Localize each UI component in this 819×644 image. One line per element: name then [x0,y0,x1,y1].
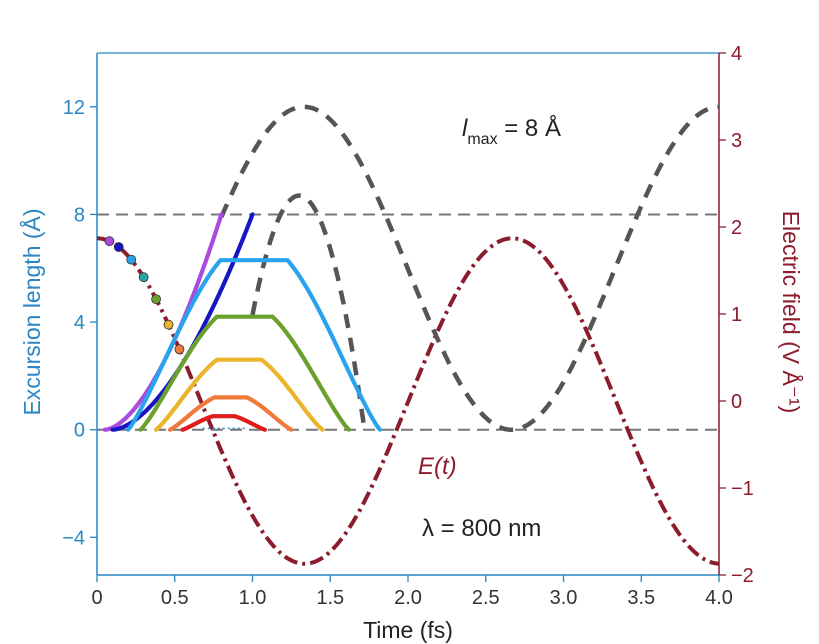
y-right-axis-title: Electric field (V Å⁻¹) [778,211,805,414]
field-label: E(t) [418,453,457,480]
y-right-tick-label: 2 [731,217,742,239]
x-tick-label: 0 [91,587,102,609]
x-tick-label: 4.0 [705,587,733,609]
y-right-tick-label: 3 [731,130,742,152]
y-left-tick-label: −4 [62,527,85,549]
trajectory-series [154,357,325,432]
wavelength-label: λ = 800 nm [422,515,541,542]
x-tick-label: 3.0 [550,587,578,609]
y-left-tick-label: 8 [74,204,85,226]
x-tick-label: 0.5 [161,587,189,609]
ionization-marker [126,254,137,265]
lmax-annotation: lmax = 8 Å [462,114,561,148]
electric-field-series [96,236,720,566]
x-tick-label: 1.5 [316,587,344,609]
ionization-marker [104,236,115,247]
y-left-tick-label: 12 [63,97,85,119]
trajectory-series [126,258,383,432]
lmax-value: = 8 Å [498,114,561,142]
x-tick-label: 2.5 [472,587,500,609]
y-right-tick-label: −1 [731,478,754,500]
lmax-symbol: l [462,115,468,142]
ionization-marker [113,242,124,252]
dashed-trajectory [250,193,367,431]
trajectory-series [168,395,294,432]
dashed-trajectory [219,104,720,432]
x-axis-title: Time (fs) [363,617,453,643]
trajectory-series [138,314,351,432]
y-left-axis-title: Excursion length (Å) [18,208,45,415]
ionization-marker [163,319,174,330]
y-left-tick-label: 4 [74,312,85,334]
ionization-marker [151,294,161,305]
x-tick-label: 3.5 [627,587,655,609]
ionization-marker [138,272,149,283]
ionization-marker [174,344,185,355]
trajectory-series [180,414,267,432]
y-right-tick-label: 0 [731,391,742,413]
y-right-tick-label: 1 [731,304,742,326]
y-right-tick-label: −2 [731,565,754,587]
x-tick-label: 1.0 [239,587,267,609]
y-left-tick-label: 0 [74,420,85,442]
lmax-subscript: max [467,131,497,148]
y-right-tick-label: 4 [731,43,742,65]
x-tick-label: 2.0 [394,587,422,609]
